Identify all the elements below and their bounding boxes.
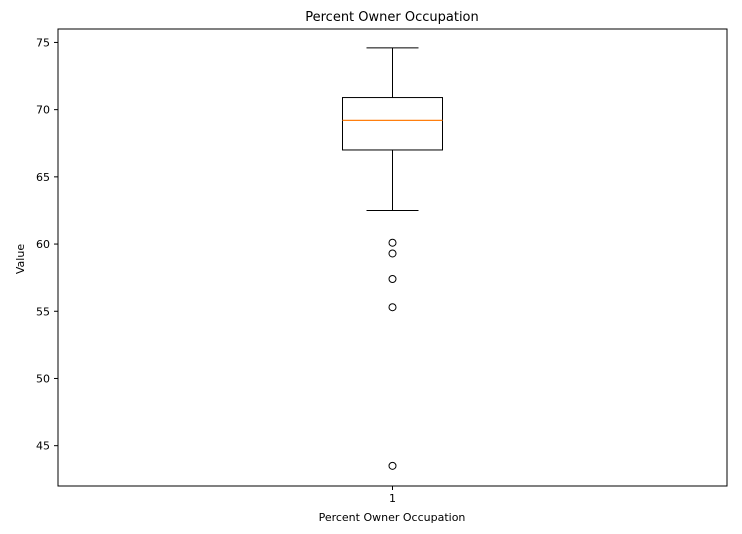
outlier-point — [388, 238, 397, 247]
y-tick-label: 55 — [36, 305, 50, 318]
outlier-point — [388, 275, 397, 284]
y-tick-label: 50 — [36, 372, 50, 385]
chart-title: Percent Owner Occupation — [305, 10, 479, 25]
x-tick-label: 1 — [389, 492, 396, 505]
interquartile-box — [342, 97, 443, 151]
outlier-point — [388, 303, 397, 312]
outlier-point — [388, 461, 397, 470]
y-tick-label: 45 — [36, 440, 50, 453]
y-axis-label: Value — [14, 244, 27, 274]
y-tick-label: 65 — [36, 171, 50, 184]
y-tick-label: 75 — [36, 36, 50, 49]
y-tick-label: 70 — [36, 104, 50, 117]
outlier-point — [388, 249, 397, 258]
y-tick-label: 60 — [36, 238, 50, 251]
x-axis-label: Percent Owner Occupation — [319, 511, 466, 524]
plot-area: 45 50 55 60 65 70 75 1 — [36, 28, 728, 505]
